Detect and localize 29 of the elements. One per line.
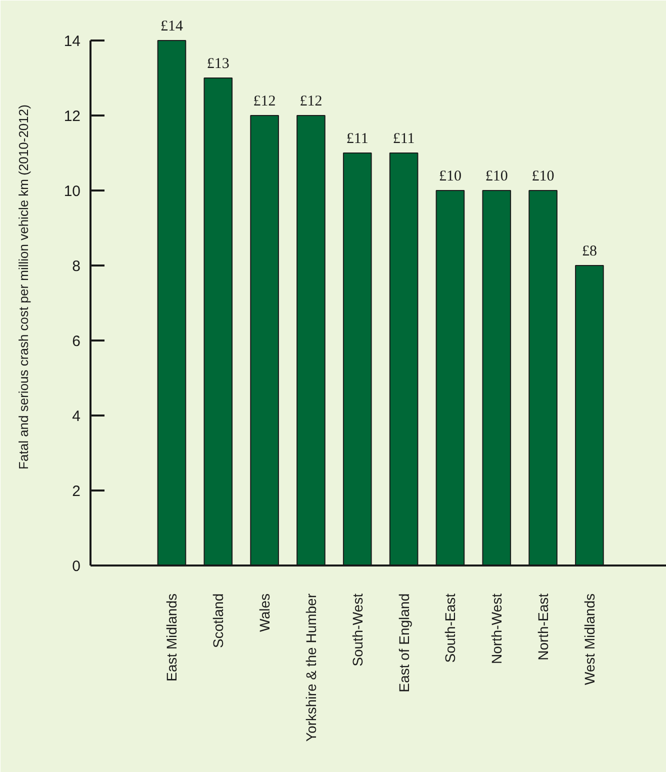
y-tick-label: 12 <box>64 108 81 125</box>
y-tick-label: 0 <box>72 558 80 575</box>
data-label: £10 <box>532 168 554 184</box>
y-tick-label: 2 <box>72 483 80 500</box>
y-tick-label: 10 <box>64 183 81 200</box>
x-tick-label: Wales <box>256 593 273 632</box>
data-label: £10 <box>438 168 462 184</box>
x-tick-label: East Midlands <box>164 593 180 682</box>
x-tick-label: East of England <box>396 593 412 692</box>
y-tick-label: 8 <box>72 258 80 275</box>
data-label: £8 <box>582 244 597 260</box>
data-label: £14 <box>160 18 184 34</box>
y-tick-label: 6 <box>72 333 80 350</box>
x-tick-label: South-West <box>349 593 366 666</box>
x-tick-label: South-East <box>442 593 458 663</box>
x-tick-label: Scotland <box>210 594 226 648</box>
x-tick-label: North-West <box>488 593 505 664</box>
y-tick-label: 4 <box>72 408 80 425</box>
y-axis-title: Fatal and serious crash cost per million vehicle km (2010-2012) <box>16 104 31 470</box>
data-label: £10 <box>485 168 508 184</box>
x-tick-label: West Midlands <box>581 593 598 686</box>
y-tick-label: 14 <box>64 33 81 50</box>
data-label: £11 <box>346 131 368 147</box>
x-tick-label: North-East <box>535 593 552 660</box>
data-label: £12 <box>300 94 322 110</box>
x-tick-label: Yorkshire & the Humber <box>302 593 319 742</box>
data-label: £11 <box>392 131 415 147</box>
data-label: £13 <box>206 56 230 72</box>
data-label: £12 <box>253 94 276 110</box>
